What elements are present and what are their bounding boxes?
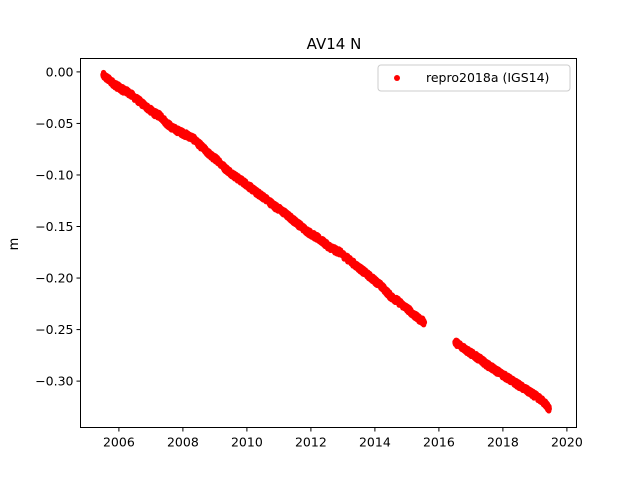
chart-title: AV14 N [307,35,362,53]
x-tick-label: 2008 [167,435,199,450]
y-axis-label: m [7,238,22,251]
x-tick-label: 2020 [551,435,583,450]
x-tick-label: 2010 [231,435,263,450]
y-tick-label: −0.15 [35,219,73,234]
x-tick-label: 2014 [359,435,391,450]
legend-marker [394,75,400,81]
legend-box [377,64,571,92]
legend-label: repro2018a (IGS14) [426,70,549,85]
data-point [546,406,552,412]
x-tick-label: 2012 [295,435,327,450]
data-point [421,319,428,325]
x-axis-ticks: 2006 2008 2010 2012 2014 2016 2018 2020 [103,427,583,450]
legend: repro2018a (IGS14) [377,64,571,92]
plot-frame [80,58,577,428]
y-tick-label: −0.25 [35,322,73,337]
x-tick-label: 2016 [423,435,455,450]
y-tick-label: −0.05 [35,116,73,131]
y-axis-ticks: 0.00 −0.05 −0.10 −0.15 −0.20 −0.25 −0.30 [35,64,81,389]
x-tick-label: 2018 [487,435,519,450]
x-tick-label: 2006 [103,435,135,450]
data-points [100,69,552,414]
y-tick-label: −0.20 [35,271,73,286]
y-tick-label: −0.10 [35,167,73,182]
y-tick-label: −0.30 [35,374,73,389]
y-tick-label: 0.00 [46,64,74,79]
